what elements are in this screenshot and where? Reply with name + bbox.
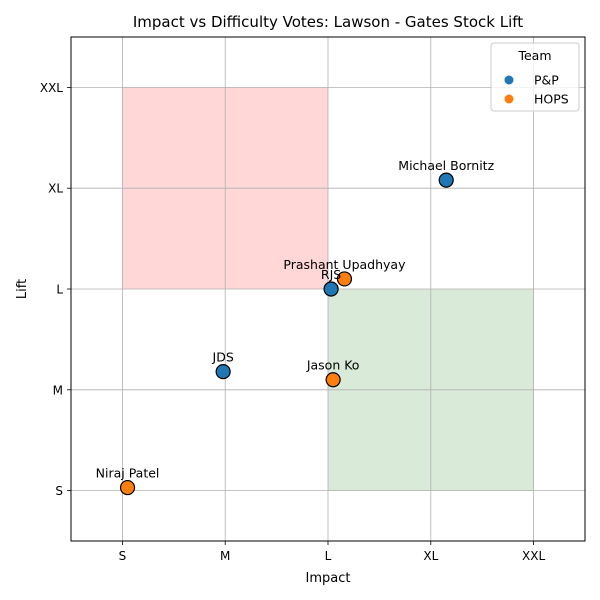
data-point: [119, 479, 136, 496]
legend-box: [490, 42, 580, 112]
point-label: Michael Bornitz: [398, 158, 494, 173]
y-axis-label: Lift: [15, 279, 30, 299]
point-label: RJS: [321, 267, 341, 282]
x-tick-label: L: [325, 549, 332, 563]
data-point: [438, 172, 454, 188]
data-point: [336, 271, 353, 287]
chart-title: Impact vs Difficulty Votes: Lawson - Gat…: [133, 13, 523, 31]
data-point: [325, 372, 341, 388]
x-axis-label: Impact: [306, 571, 351, 586]
legend-title: Team: [517, 48, 551, 63]
point-label: JDS: [212, 350, 234, 365]
x-axis-ticks: S M L XL XXL: [119, 541, 545, 563]
point-label: Niraj Patel: [96, 466, 160, 481]
data-points: [119, 172, 454, 496]
legend-marker-hops: [504, 94, 514, 104]
data-point: [323, 281, 339, 297]
legend-label-hops: HOPS: [534, 92, 569, 107]
data-point: [215, 364, 231, 380]
legend: Team P&P HOPS: [490, 42, 580, 112]
point-labels: Michael Bornitz RJS JDS Prashant Upadhyay Ja…: [96, 158, 495, 480]
y-tick-label: M: [53, 383, 63, 397]
y-tick-label: XXL: [40, 81, 63, 95]
y-tick-label: XL: [48, 182, 63, 196]
legend-marker-pp: [504, 75, 514, 85]
x-tick-label: XL: [423, 549, 438, 563]
point-label: Prashant Upadhyay: [283, 257, 406, 272]
legend-label-pp: P&P: [534, 73, 559, 88]
x-tick-label: XXL: [522, 549, 545, 563]
point-label: Jason Ko: [306, 358, 360, 373]
y-tick-label: S: [55, 484, 63, 498]
x-tick-label: M: [220, 549, 230, 563]
x-tick-label: S: [119, 549, 127, 563]
y-axis-ticks: S M L XL XXL: [40, 81, 71, 498]
y-tick-label: L: [56, 283, 63, 297]
